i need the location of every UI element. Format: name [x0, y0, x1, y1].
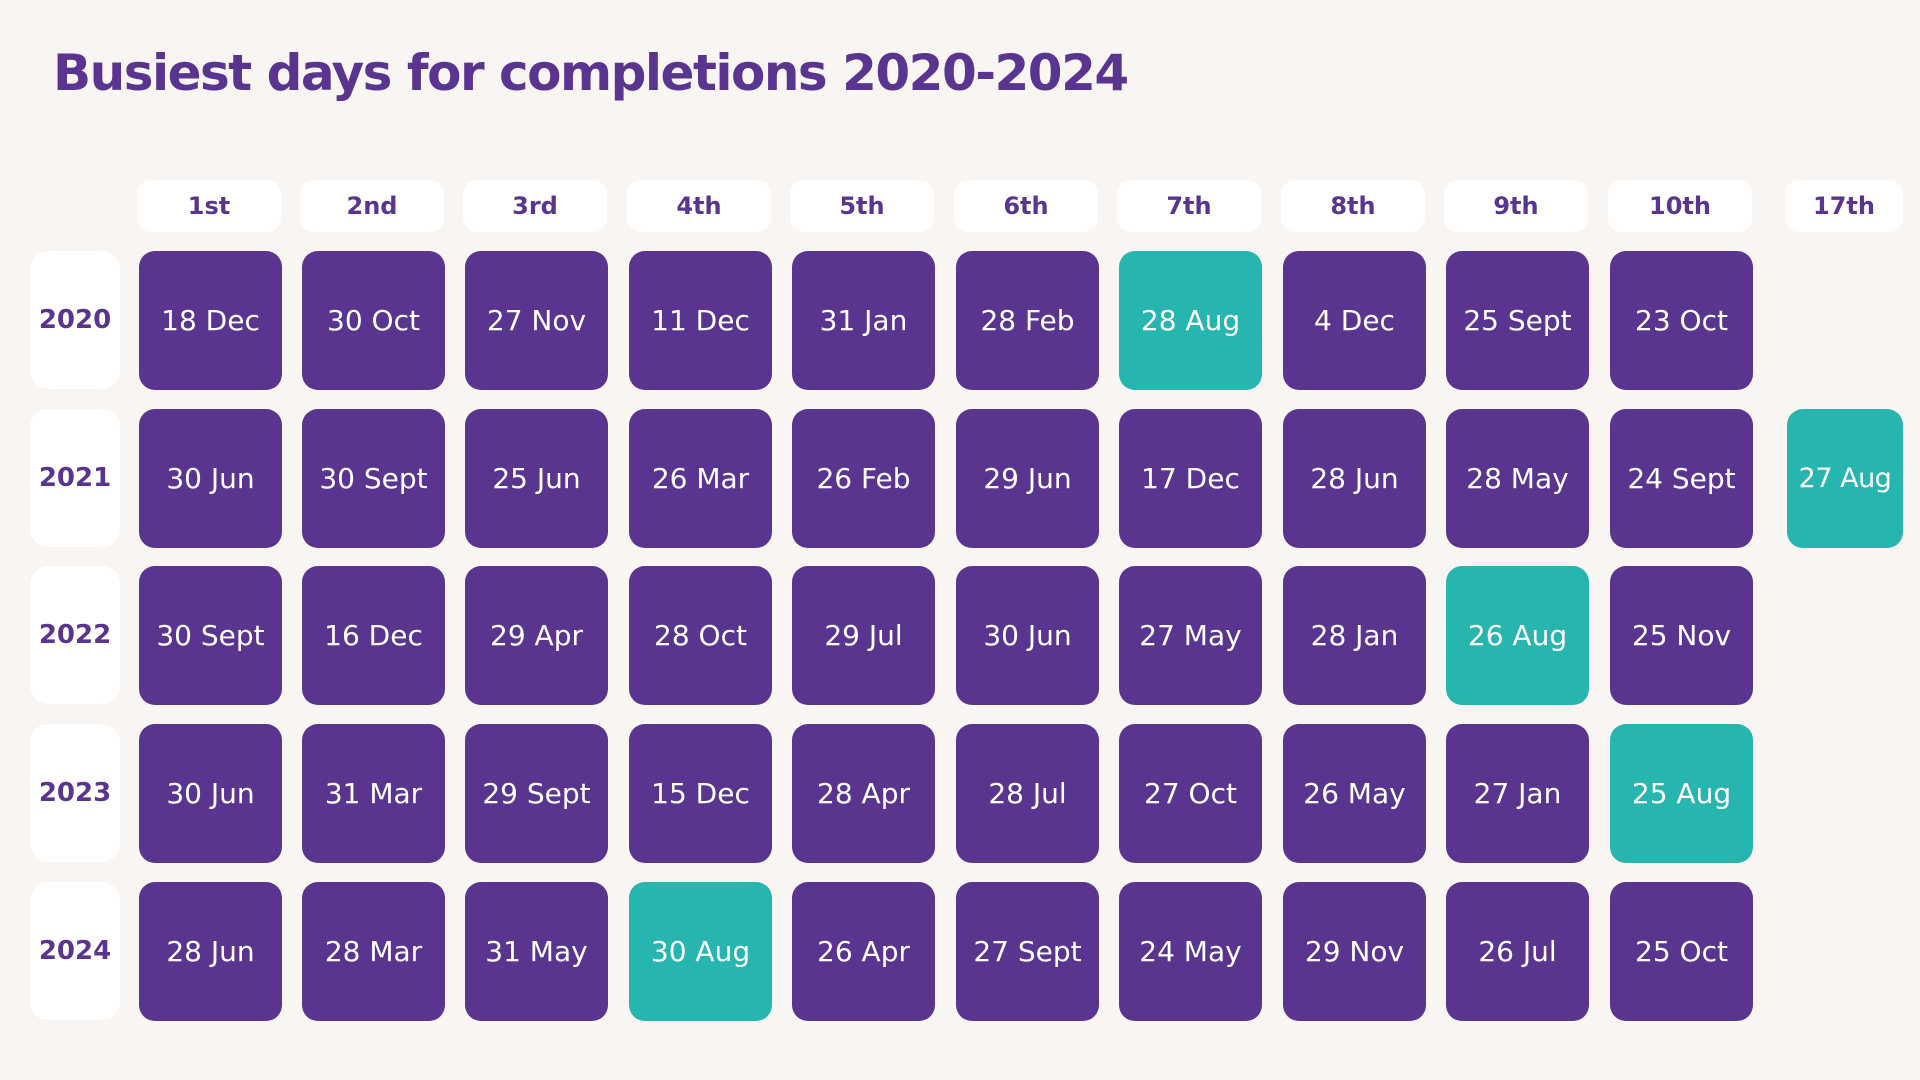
date-cell: 16 Dec — [302, 566, 445, 705]
column-header: 9th — [1444, 180, 1588, 232]
date-cell: 27 Nov — [465, 251, 608, 390]
date-cell: 26 May — [1283, 724, 1426, 863]
date-cell: 23 Oct — [1610, 251, 1753, 390]
date-cell: 26 Jul — [1446, 882, 1589, 1021]
date-cell: 30 Jun — [956, 566, 1099, 705]
row-header-year: 2024 — [30, 882, 120, 1020]
column-header: 1st — [137, 180, 281, 232]
date-cell: 15 Dec — [629, 724, 772, 863]
column-header: 8th — [1281, 180, 1425, 232]
column-header: 4th — [627, 180, 771, 232]
date-cell: 27 Aug — [1787, 409, 1903, 548]
column-header: 7th — [1117, 180, 1261, 232]
date-cell: 27 Oct — [1119, 724, 1262, 863]
date-cell: 31 Jan — [792, 251, 935, 390]
date-cell: 28 Mar — [302, 882, 445, 1021]
date-cell: 26 Feb — [792, 409, 935, 548]
date-cell: 30 Jun — [139, 724, 282, 863]
date-cell: 28 Jun — [1283, 409, 1426, 548]
date-cell: 28 Jun — [139, 882, 282, 1021]
date-cell: 25 Jun — [465, 409, 608, 548]
date-cell: 25 Oct — [1610, 882, 1753, 1021]
date-cell: 28 Aug — [1119, 251, 1262, 390]
column-header: 3rd — [463, 180, 607, 232]
date-cell: 29 Jul — [792, 566, 935, 705]
date-cell: 26 Apr — [792, 882, 935, 1021]
date-cell: 26 Mar — [629, 409, 772, 548]
date-cell: 31 May — [465, 882, 608, 1021]
date-cell: 28 Apr — [792, 724, 935, 863]
date-cell: 30 Aug — [629, 882, 772, 1021]
date-cell: 28 May — [1446, 409, 1589, 548]
date-cell: 17 Dec — [1119, 409, 1262, 548]
page-title: Busiest days for completions 2020-2024 — [53, 44, 1129, 102]
date-cell: 30 Oct — [302, 251, 445, 390]
row-header-year: 2020 — [30, 251, 120, 389]
date-cell: 11 Dec — [629, 251, 772, 390]
date-cell: 28 Jan — [1283, 566, 1426, 705]
date-cell: 31 Mar — [302, 724, 445, 863]
date-cell: 29 Jun — [956, 409, 1099, 548]
date-cell: 25 Nov — [1610, 566, 1753, 705]
date-cell: 24 Sept — [1610, 409, 1753, 548]
column-header: 17th — [1785, 180, 1903, 232]
row-header-year: 2022 — [30, 566, 120, 704]
date-cell: 28 Feb — [956, 251, 1099, 390]
date-cell: 24 May — [1119, 882, 1262, 1021]
date-cell: 29 Nov — [1283, 882, 1426, 1021]
date-cell: 29 Apr — [465, 566, 608, 705]
date-cell: 28 Jul — [956, 724, 1099, 863]
date-cell: 27 Sept — [956, 882, 1099, 1021]
row-header-year: 2021 — [30, 409, 120, 547]
column-header: 5th — [790, 180, 934, 232]
date-cell: 26 Aug — [1446, 566, 1589, 705]
date-cell: 25 Sept — [1446, 251, 1589, 390]
date-cell: 28 Oct — [629, 566, 772, 705]
column-header: 6th — [954, 180, 1098, 232]
date-cell: 4 Dec — [1283, 251, 1426, 390]
column-header: 10th — [1608, 180, 1752, 232]
date-cell: 30 Jun — [139, 409, 282, 548]
date-cell: 25 Aug — [1610, 724, 1753, 863]
date-cell: 27 Jan — [1446, 724, 1589, 863]
date-cell: 18 Dec — [139, 251, 282, 390]
date-cell: 29 Sept — [465, 724, 608, 863]
date-cell: 30 Sept — [139, 566, 282, 705]
date-cell: 27 May — [1119, 566, 1262, 705]
column-header: 2nd — [300, 180, 444, 232]
date-cell: 30 Sept — [302, 409, 445, 548]
row-header-year: 2023 — [30, 724, 120, 862]
